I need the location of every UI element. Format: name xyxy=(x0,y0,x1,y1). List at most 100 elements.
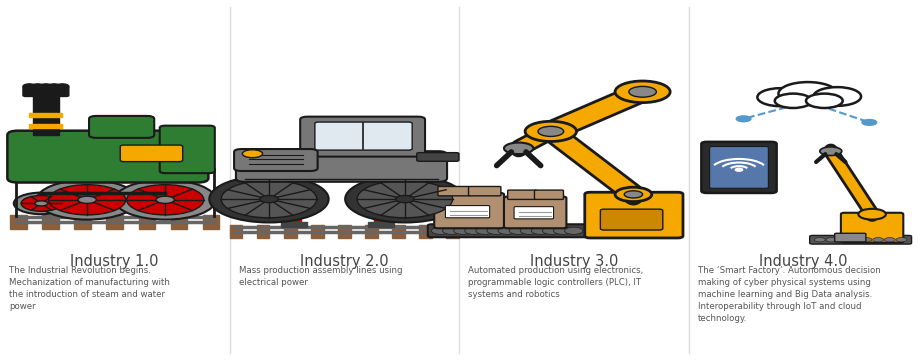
Circle shape xyxy=(615,81,670,103)
Text: The ‘Smart Factory’. Autonomous decision
making of cyber physical systems using
: The ‘Smart Factory’. Autonomous decision… xyxy=(698,266,880,323)
Text: Automated production using electronics,
programmable logic controllers (PLC), IT: Automated production using electronics, … xyxy=(468,266,644,299)
FancyBboxPatch shape xyxy=(600,209,663,230)
FancyBboxPatch shape xyxy=(841,213,903,243)
Circle shape xyxy=(48,84,61,89)
Bar xyxy=(139,215,155,229)
Circle shape xyxy=(21,195,62,211)
FancyBboxPatch shape xyxy=(236,151,447,182)
Circle shape xyxy=(56,84,69,89)
FancyBboxPatch shape xyxy=(504,197,566,228)
Circle shape xyxy=(115,180,216,220)
Bar xyxy=(374,198,388,225)
Circle shape xyxy=(820,147,842,156)
FancyBboxPatch shape xyxy=(428,224,587,237)
Circle shape xyxy=(504,143,533,154)
Circle shape xyxy=(31,84,44,89)
Bar xyxy=(74,215,91,229)
Circle shape xyxy=(873,238,884,242)
Circle shape xyxy=(778,82,837,105)
Circle shape xyxy=(487,227,505,234)
FancyBboxPatch shape xyxy=(701,142,777,193)
FancyBboxPatch shape xyxy=(234,149,318,171)
Circle shape xyxy=(615,187,652,202)
Circle shape xyxy=(431,227,450,234)
Bar xyxy=(365,225,378,238)
Text: Industry 4.0: Industry 4.0 xyxy=(759,254,847,269)
Bar xyxy=(446,225,459,238)
FancyBboxPatch shape xyxy=(315,122,412,150)
Circle shape xyxy=(509,227,528,234)
Circle shape xyxy=(624,191,643,198)
Circle shape xyxy=(37,180,138,220)
Circle shape xyxy=(735,168,743,171)
Circle shape xyxy=(127,185,204,215)
Circle shape xyxy=(532,227,550,234)
Circle shape xyxy=(221,180,317,218)
Bar xyxy=(368,222,394,227)
Circle shape xyxy=(884,238,895,242)
Bar xyxy=(29,113,62,117)
FancyBboxPatch shape xyxy=(585,192,683,238)
FancyBboxPatch shape xyxy=(89,116,154,138)
FancyBboxPatch shape xyxy=(508,190,537,199)
Circle shape xyxy=(543,227,561,234)
FancyBboxPatch shape xyxy=(300,117,425,157)
Bar xyxy=(256,225,270,238)
Circle shape xyxy=(837,238,848,242)
Bar xyxy=(420,225,432,238)
FancyBboxPatch shape xyxy=(438,186,470,196)
Bar xyxy=(338,225,351,238)
Circle shape xyxy=(209,176,329,222)
Circle shape xyxy=(35,201,48,206)
Circle shape xyxy=(849,238,860,242)
FancyBboxPatch shape xyxy=(7,131,208,183)
Circle shape xyxy=(453,227,472,234)
Circle shape xyxy=(813,87,861,106)
Bar xyxy=(203,215,219,229)
Circle shape xyxy=(14,193,69,214)
Circle shape xyxy=(861,238,872,242)
Circle shape xyxy=(23,84,36,89)
Text: The Industrial Revolution begins.
Mechanization of manufacturing with
the introd: The Industrial Revolution begins. Mechan… xyxy=(9,266,170,311)
Circle shape xyxy=(242,150,263,158)
Text: Industry 1.0: Industry 1.0 xyxy=(71,254,159,269)
Bar xyxy=(284,225,297,238)
FancyBboxPatch shape xyxy=(514,207,554,219)
Circle shape xyxy=(345,176,465,222)
FancyBboxPatch shape xyxy=(468,186,501,196)
FancyBboxPatch shape xyxy=(120,145,183,162)
Circle shape xyxy=(498,227,516,234)
Text: Industry 3.0: Industry 3.0 xyxy=(530,254,618,269)
Bar xyxy=(171,215,187,229)
Circle shape xyxy=(757,88,803,106)
Circle shape xyxy=(554,227,572,234)
Circle shape xyxy=(736,116,751,122)
FancyBboxPatch shape xyxy=(417,153,459,161)
Bar xyxy=(10,215,27,229)
Bar xyxy=(392,225,405,238)
Circle shape xyxy=(565,227,583,234)
FancyBboxPatch shape xyxy=(810,235,912,244)
Text: Industry 2.0: Industry 2.0 xyxy=(300,254,388,269)
Circle shape xyxy=(78,196,96,203)
Bar xyxy=(29,124,62,128)
Circle shape xyxy=(896,238,907,242)
Bar xyxy=(310,225,324,238)
FancyBboxPatch shape xyxy=(434,193,504,228)
Bar xyxy=(33,94,59,135)
Circle shape xyxy=(521,227,539,234)
Circle shape xyxy=(465,227,483,234)
Bar xyxy=(281,222,307,227)
Text: Mass production assembly lines using
electrical power: Mass production assembly lines using ele… xyxy=(239,266,402,287)
Circle shape xyxy=(442,227,461,234)
FancyBboxPatch shape xyxy=(445,206,489,218)
Circle shape xyxy=(39,84,52,89)
Bar xyxy=(286,198,301,225)
Circle shape xyxy=(156,196,174,203)
Circle shape xyxy=(538,126,564,136)
Circle shape xyxy=(476,227,494,234)
Circle shape xyxy=(629,86,656,97)
Circle shape xyxy=(525,121,577,141)
Circle shape xyxy=(814,238,825,242)
FancyBboxPatch shape xyxy=(710,147,768,188)
